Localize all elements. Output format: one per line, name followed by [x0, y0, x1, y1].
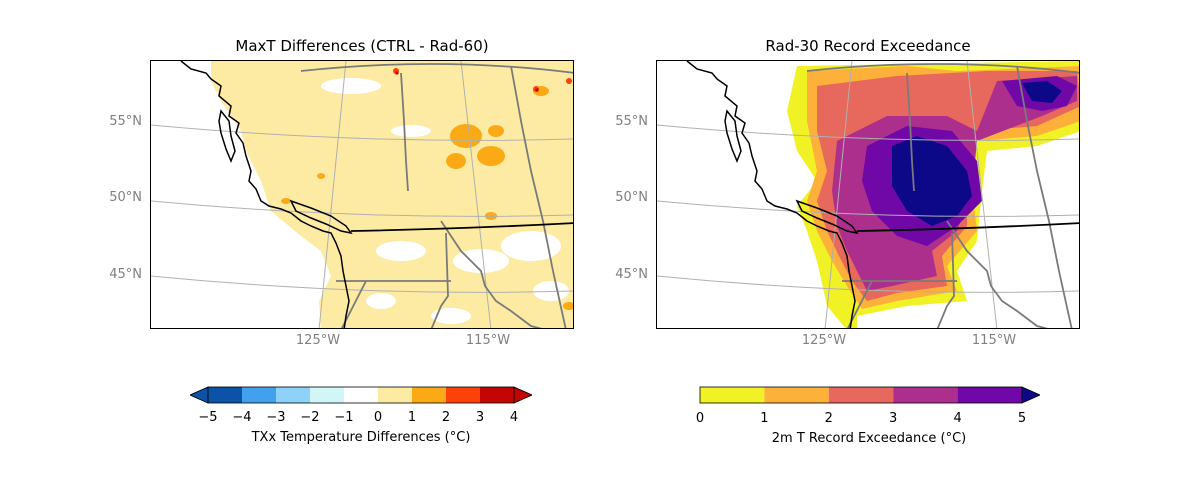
- right-lat-label-50: 50°N: [615, 190, 648, 205]
- right-colorbar-swatch-0: [700, 387, 765, 403]
- right-lat-label-55: 55°N: [615, 114, 648, 129]
- right-colorbar-tick-label: 0: [695, 411, 705, 426]
- left-map-panel: [150, 60, 574, 329]
- right-colorbar-swatch-3: [893, 387, 958, 403]
- left-colorbar-swatch-0: [208, 387, 242, 403]
- left-vancouver-island: [289, 199, 353, 235]
- left-colorbar-tick-label: 2: [441, 410, 451, 425]
- right-lon-label-125w: 125°W: [801, 333, 847, 348]
- right-us-canada-border: [856, 222, 1079, 232]
- left-colorbar-tick-label: 1: [407, 410, 417, 425]
- right-field-navy-ne: [1022, 81, 1062, 103]
- left-haida-gwaii: [218, 109, 236, 163]
- left-white-patches: [321, 78, 569, 324]
- right-colorbar-svg: [699, 386, 1040, 404]
- left-lon-label-115w: 115°W: [465, 333, 511, 348]
- left-lat-label-50: 50°N: [109, 190, 142, 205]
- right-colorbar-tick-label: 2: [824, 411, 833, 426]
- left-colorbar-svg: [190, 386, 532, 404]
- right-haida-gwaii: [724, 109, 742, 163]
- right-colorbar: [698, 386, 1040, 404]
- left-lon-label-125w: 125°W: [295, 333, 341, 348]
- left-colorbar-tick-label: −1: [334, 410, 354, 425]
- right-borders: [806, 63, 1079, 328]
- left-colorbar-swatch-5: [378, 387, 412, 403]
- right-colorbar-tick-label: 4: [953, 411, 962, 426]
- left-map-svg: [151, 61, 573, 328]
- right-map-svg: [657, 61, 1079, 328]
- right-vancouver-island: [795, 199, 859, 235]
- left-colorbar-swatch-3: [310, 387, 344, 403]
- left-map-title: MaxT Differences (CTRL - Rad-60): [235, 37, 489, 55]
- right-coastline: [686, 61, 856, 328]
- right-colorbar-tick-label: 3: [889, 411, 898, 426]
- left-colorbar-tick-label: 4: [509, 410, 519, 425]
- right-graticule: [657, 61, 1079, 328]
- left-colorbar-extend-min: [190, 386, 209, 404]
- left-colorbar-tick-label: −4: [232, 410, 252, 425]
- left-orange-patches: [281, 86, 573, 310]
- left-graticule: [151, 61, 573, 328]
- left-colorbar-swatch-6: [412, 387, 446, 403]
- right-lon-label-115w: 115°W: [971, 333, 1017, 348]
- right-colorbar-outline: [699, 386, 1023, 404]
- left-colorbar-label: TXx Temperature Differences (°C): [251, 430, 471, 445]
- right-colorbar-tick-label: 5: [1017, 411, 1027, 426]
- left-colorbar-swatch-2: [276, 387, 310, 403]
- right-map-panel: [656, 60, 1080, 329]
- right-colorbar-swatch-1: [764, 387, 829, 403]
- left-colorbar-tick-label: 3: [475, 410, 485, 425]
- left-us-canada-border: [350, 222, 573, 232]
- right-colorbar-label: 2m T Record Exceedance (°C): [771, 431, 967, 446]
- left-colorbar-tick-label: −2: [300, 410, 320, 425]
- left-lat-label-45: 45°N: [109, 267, 142, 282]
- right-map-title: Rad-30 Record Exceedance: [765, 37, 971, 55]
- left-colorbar-tick-label: 0: [373, 410, 383, 425]
- left-colorbar: [190, 386, 532, 404]
- left-colorbar-tick-label: −3: [266, 410, 286, 425]
- left-coastline: [180, 61, 350, 328]
- left-lat-label-55: 55°N: [109, 114, 142, 129]
- left-colorbar-swatch-4: [344, 387, 378, 403]
- left-darkred-spots: [395, 71, 539, 92]
- left-colorbar-swatch-1: [242, 387, 276, 403]
- right-colorbar-extend-max: [1021, 386, 1040, 404]
- left-colorbar-swatch-8: [480, 387, 514, 403]
- left-colorbar-outline: [207, 386, 515, 404]
- left-colorbar-extend-max: [513, 386, 532, 404]
- right-colorbar-tick-label: 1: [760, 411, 769, 426]
- left-borders: [300, 63, 573, 328]
- left-colorbar-tick-label: −5: [198, 410, 218, 425]
- right-colorbar-swatch-4: [957, 387, 1022, 403]
- right-colorbar-swatch-2: [828, 387, 894, 403]
- left-colorbar-swatch-7: [446, 387, 480, 403]
- right-lat-label-45: 45°N: [615, 267, 648, 282]
